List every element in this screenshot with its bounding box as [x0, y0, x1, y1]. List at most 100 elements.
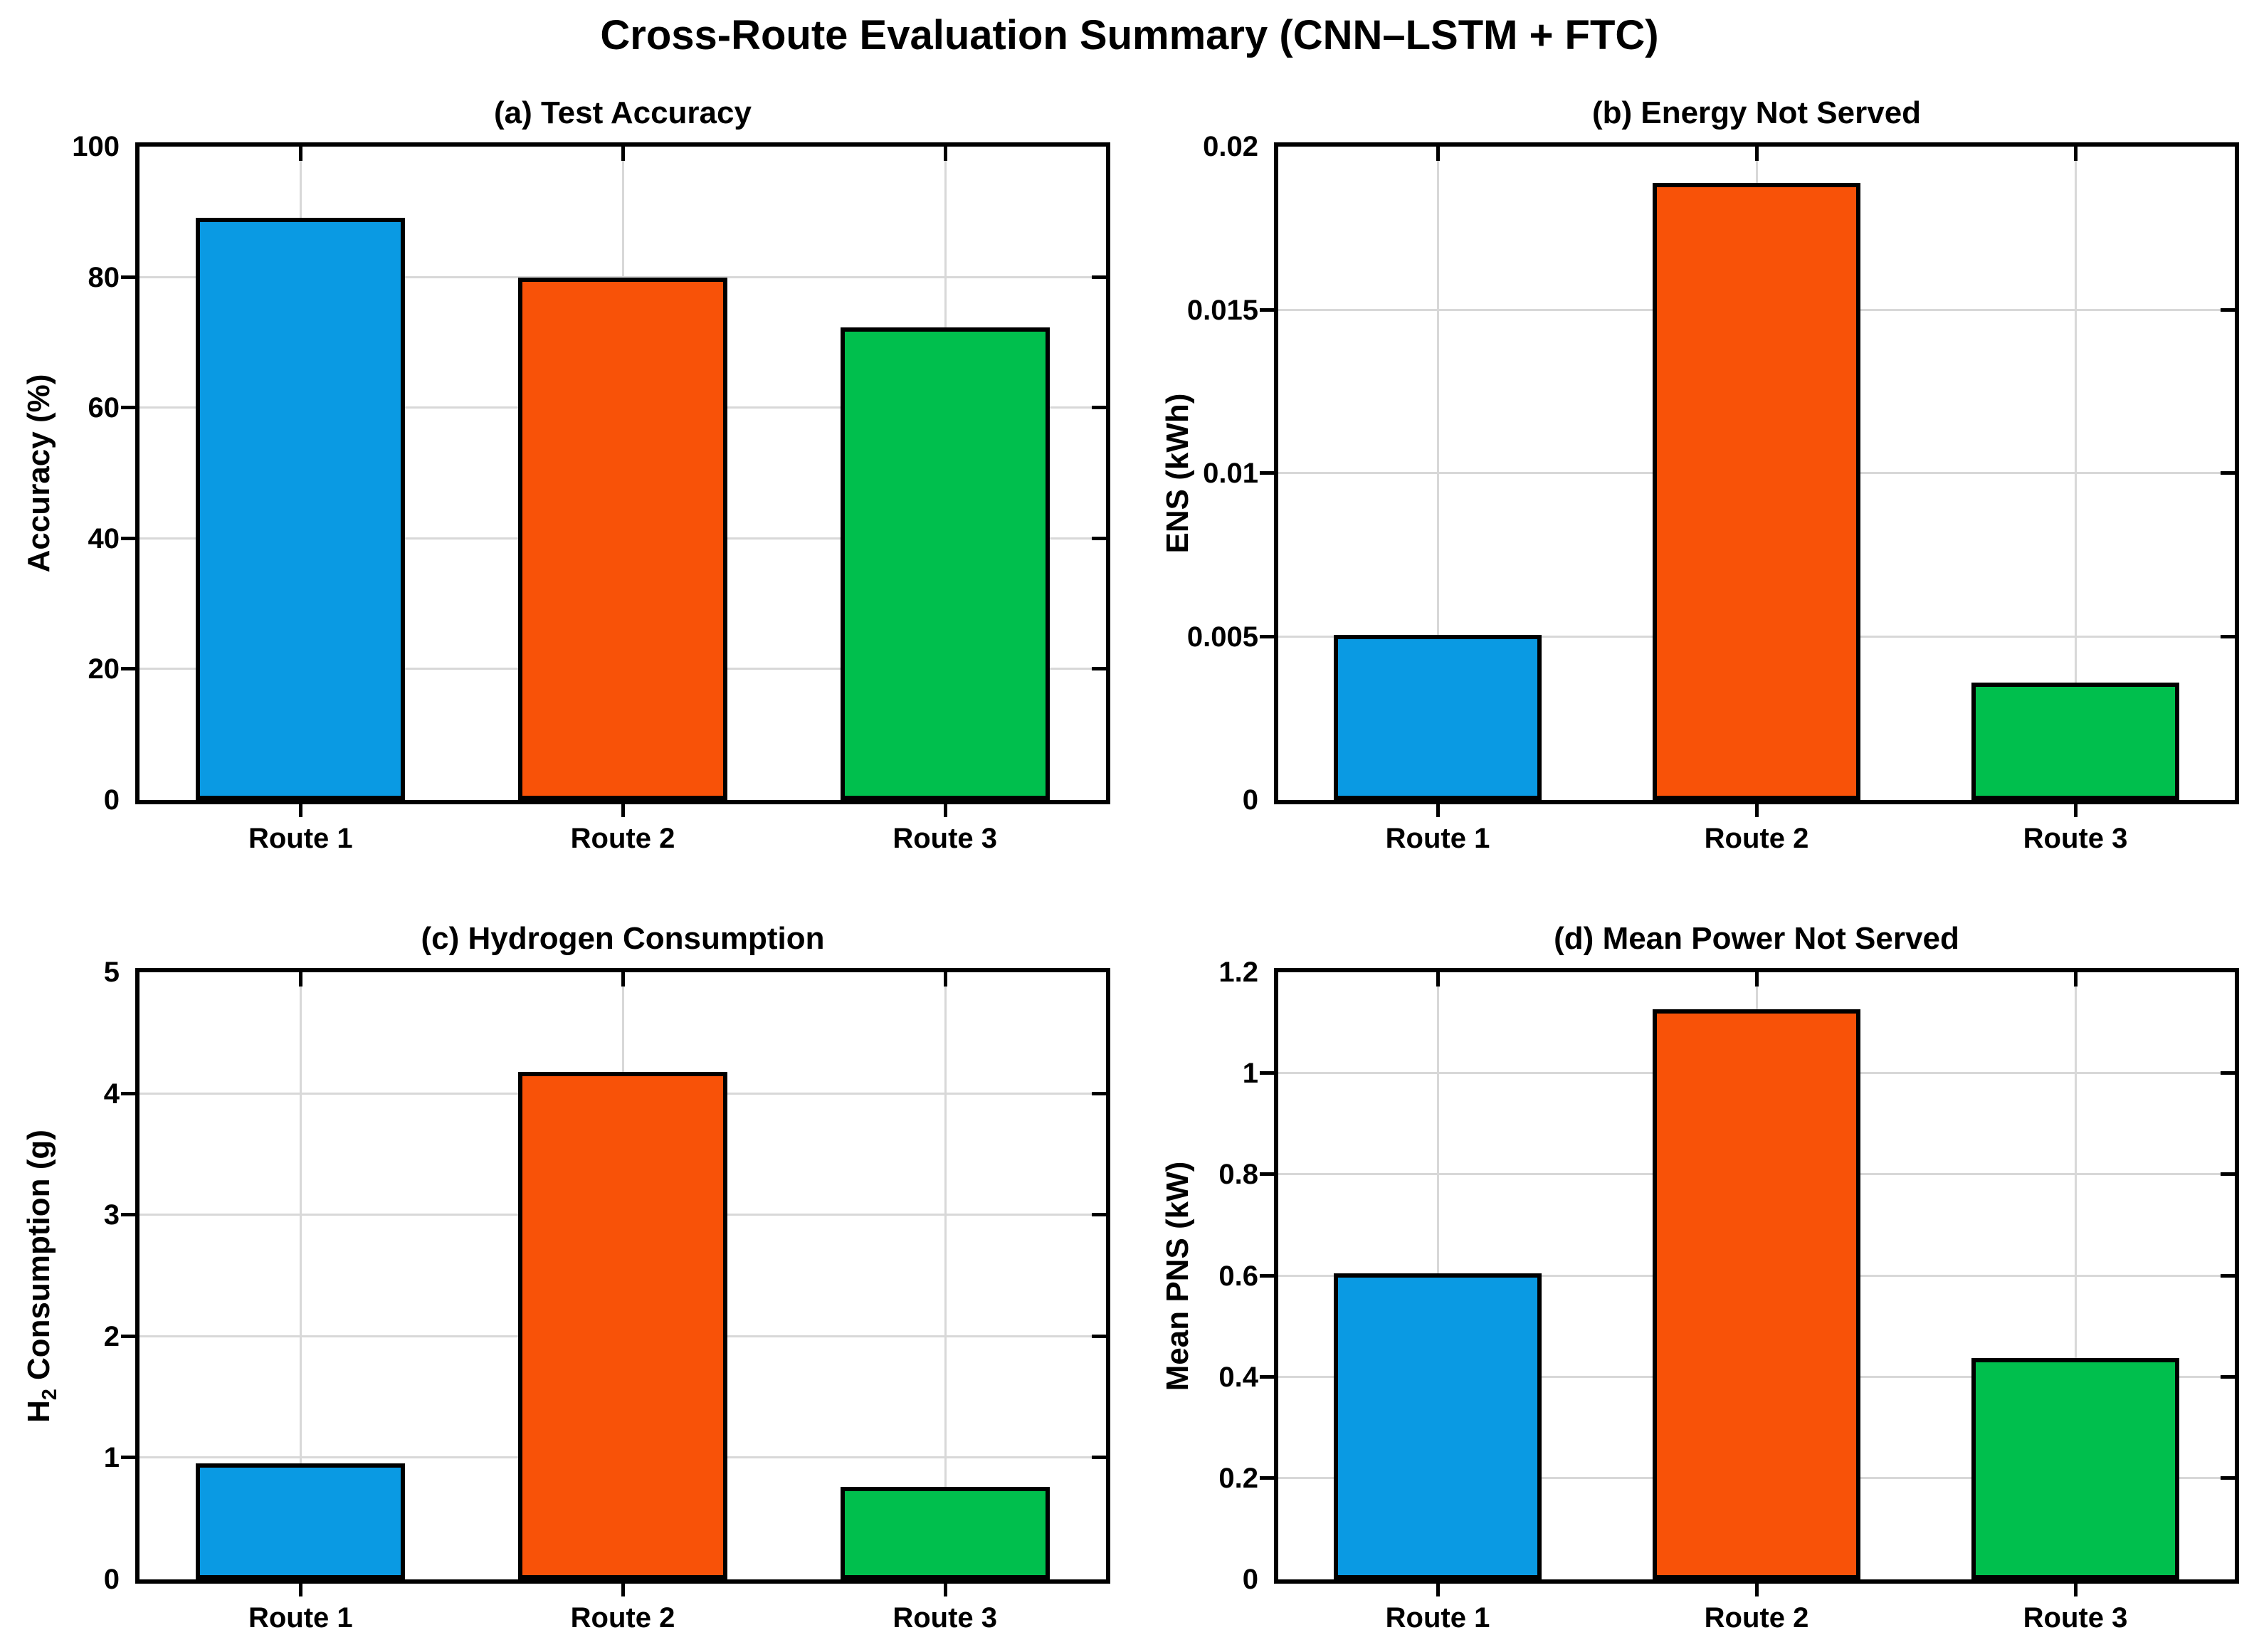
bar-d-route-1 — [1334, 1273, 1542, 1579]
x-tick-label: Route 2 — [570, 823, 675, 854]
y-tick-label: 0.015 — [1186, 294, 1258, 326]
y-tick-mark-right — [1092, 667, 1106, 671]
bar-c-route-1 — [196, 1463, 406, 1579]
y-tick-label: 2 — [103, 1320, 120, 1352]
x-tick-mark-top — [943, 972, 947, 987]
y-tick-label: 0 — [1242, 784, 1258, 816]
y-tick-mark-right — [2221, 1172, 2235, 1177]
y-tick-mark-left — [1260, 1172, 1274, 1177]
x-tick-mark-top — [1436, 972, 1440, 987]
y-tick-mark-right — [2221, 634, 2235, 638]
y-tick-mark-left — [1260, 1374, 1274, 1379]
bar-d-route-3 — [1971, 1358, 2179, 1579]
x-tick-mark-top — [2074, 972, 2078, 987]
x-tick-mark-bottom — [2074, 1584, 2078, 1596]
x-tick-mark-top — [943, 147, 947, 161]
y-tick-label: 0.8 — [1218, 1159, 1258, 1191]
y-tick-mark-right — [2221, 1273, 2235, 1278]
y-tick-mark-left — [121, 1091, 135, 1095]
y-tick-mark-right — [2221, 307, 2235, 312]
x-tick-mark-top — [1436, 147, 1440, 161]
y-tick-mark-right — [2221, 1374, 2235, 1379]
y-tick-label: 0.4 — [1218, 1361, 1258, 1393]
y-tick-mark-right — [2221, 1475, 2235, 1480]
x-tick-mark-top — [1755, 972, 1759, 987]
y-tick-mark-right — [1092, 275, 1106, 279]
y-axis-label-d: Mean PNS (kW) — [1160, 1161, 1195, 1391]
y-tick-label: 5 — [103, 957, 120, 988]
y-tick-label: 20 — [88, 653, 120, 685]
y-tick-mark-left — [121, 536, 135, 540]
plot-inner-d — [1260, 972, 2235, 1596]
y-tick-label: 80 — [88, 261, 120, 293]
x-tick-label: Route 3 — [892, 1602, 997, 1633]
plot-area-c — [121, 968, 1110, 1596]
y-tick-label: 0 — [103, 784, 120, 816]
x-tick-label: Route 1 — [248, 1602, 353, 1633]
x-tick-mark-bottom — [621, 804, 625, 817]
y-tick-mark-left — [121, 1213, 135, 1217]
y-tick-mark-left — [1260, 1475, 1274, 1480]
subplot-title-a: (a) Test Accuracy — [494, 95, 752, 130]
gridline-horizontal — [139, 275, 1106, 278]
bar-c-route-3 — [840, 1487, 1050, 1579]
x-tick-label: Route 1 — [248, 823, 353, 854]
y-tick-mark-right — [1092, 1456, 1106, 1460]
y-tick-label: 3 — [103, 1199, 120, 1231]
subplot-title-c: (c) Hydrogen Consumption — [421, 921, 825, 956]
x-tick-mark-top — [299, 147, 303, 161]
y-tick-mark-left — [121, 406, 135, 410]
bar-a-route-2 — [517, 277, 728, 800]
x-tick-mark-bottom — [1436, 804, 1440, 817]
y-tick-mark-left — [1260, 1273, 1274, 1278]
y-tick-label: 0.6 — [1218, 1260, 1258, 1292]
x-tick-label: Route 2 — [570, 1602, 675, 1633]
y-tick-mark-right — [1092, 1213, 1106, 1217]
y-tick-mark-left — [121, 1456, 135, 1460]
y-tick-label: 0 — [103, 1564, 120, 1595]
x-tick-mark-top — [621, 147, 625, 161]
plot-area-a — [121, 142, 1110, 817]
x-tick-mark-bottom — [943, 804, 947, 817]
y-tick-label: 0.005 — [1186, 621, 1258, 653]
y-tick-mark-right — [1092, 406, 1106, 410]
y-tick-mark-left — [121, 275, 135, 279]
plot-inner-b — [1260, 147, 2235, 817]
bar-b-route-2 — [1653, 182, 1860, 800]
y-tick-label: 0.02 — [1203, 131, 1258, 162]
y-tick-mark-left — [1260, 471, 1274, 475]
x-tick-mark-top — [1755, 147, 1759, 161]
x-tick-label: Route 2 — [1704, 1602, 1809, 1633]
x-tick-mark-top — [621, 972, 625, 987]
y-tick-mark-left — [1260, 307, 1274, 312]
y-tick-label: 1 — [1242, 1058, 1258, 1090]
plot-inner-c — [121, 972, 1106, 1596]
x-tick-mark-bottom — [299, 1584, 303, 1596]
x-tick-label: Route 1 — [1385, 823, 1490, 854]
y-tick-label: 100 — [72, 131, 120, 162]
y-tick-label: 4 — [103, 1078, 120, 1110]
bar-a-route-1 — [196, 218, 406, 800]
x-tick-mark-bottom — [621, 1584, 625, 1596]
bar-c-route-2 — [517, 1071, 728, 1579]
y-tick-mark-right — [2221, 1071, 2235, 1075]
x-tick-label: Route 3 — [2023, 1602, 2128, 1633]
x-tick-mark-bottom — [943, 1584, 947, 1596]
y-tick-mark-left — [1260, 1071, 1274, 1075]
plot-inner-a — [121, 147, 1106, 817]
y-tick-mark-left — [121, 667, 135, 671]
x-tick-label: Route 1 — [1385, 1602, 1490, 1633]
x-tick-label: Route 3 — [2023, 823, 2128, 854]
subplot-title-d: (d) Mean Power Not Served — [1554, 921, 1959, 956]
y-tick-mark-left — [1260, 634, 1274, 638]
x-tick-mark-bottom — [1436, 1584, 1440, 1596]
bar-b-route-3 — [1971, 682, 2179, 800]
y-tick-label: 1.2 — [1218, 957, 1258, 988]
y-tick-mark-right — [1092, 1091, 1106, 1095]
gridline-vertical — [300, 972, 302, 1579]
y-tick-mark-left — [121, 1334, 135, 1338]
y-tick-label: 1 — [103, 1442, 120, 1474]
y-tick-mark-right — [2221, 471, 2235, 475]
y-tick-label: 0 — [1242, 1564, 1258, 1595]
bar-d-route-2 — [1653, 1009, 1860, 1579]
